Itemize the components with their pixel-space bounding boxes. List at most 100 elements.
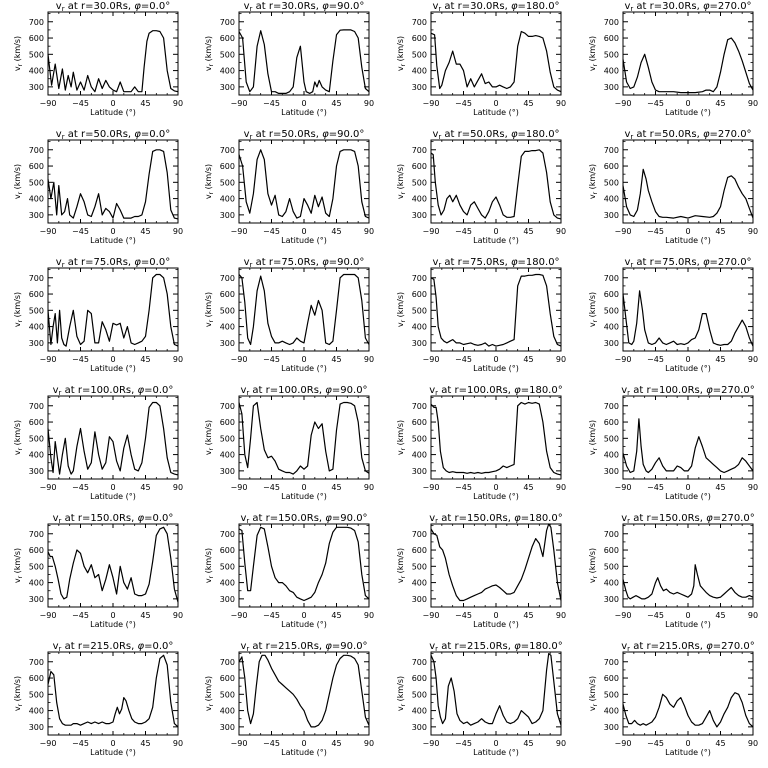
- x-tick-label: 45: [140, 739, 150, 748]
- y-tick-label: 300: [220, 339, 235, 348]
- y-tick-label: 500: [412, 50, 427, 59]
- y-tick-label: 600: [220, 546, 235, 555]
- x-tick-label: 0: [685, 611, 690, 620]
- x-tick-label: 0: [301, 99, 306, 108]
- y-axis-label: vr (km/s): [588, 548, 599, 583]
- x-tick-label: 45: [523, 611, 533, 620]
- y-tick-label: 500: [604, 178, 619, 187]
- panel-r150.0-phi270.0: vr at r=150.0Rs, φ=270.0° −90 −45 0 45 90 300 4…: [588, 513, 758, 629]
- y-tick-label: 400: [220, 707, 235, 716]
- y-tick-label: 600: [29, 674, 44, 683]
- panel-title: vr at r=50.0Rs, φ=270.0°: [624, 129, 751, 141]
- y-tick-label: 300: [29, 339, 44, 348]
- plot-frame: [622, 11, 754, 96]
- x-tick-label: −90: [423, 739, 440, 748]
- y-axis-label: vr (km/s): [588, 420, 599, 455]
- x-axis-label: Latitude (°): [473, 492, 519, 501]
- x-tick-label: 90: [748, 227, 758, 236]
- x-tick-label: −90: [40, 611, 57, 620]
- y-tick-label: 700: [604, 18, 619, 27]
- y-tick-label: 600: [220, 162, 235, 171]
- panel-title: vr at r=75.0Rs, φ=90.0°: [244, 257, 365, 269]
- y-tick-label: 400: [412, 195, 427, 204]
- y-axis-label: vr (km/s): [396, 164, 407, 199]
- x-tick-label: 90: [173, 483, 183, 492]
- x-tick-label: 0: [493, 355, 498, 364]
- x-tick-label: −45: [647, 355, 664, 364]
- series-line: [47, 149, 179, 220]
- x-tick-label: −90: [231, 611, 248, 620]
- x-tick-label: 0: [493, 227, 498, 236]
- y-tick-label: 600: [604, 34, 619, 43]
- panel-title: vr at r=150.0Rs, φ=180.0°: [429, 513, 562, 525]
- y-tick-label: 700: [29, 18, 44, 27]
- y-tick-label: 400: [220, 67, 235, 76]
- y-axis-label: vr (km/s): [204, 420, 215, 455]
- x-axis-label: Latitude (°): [473, 236, 519, 245]
- x-tick-label: −90: [615, 739, 632, 748]
- y-tick-label: 600: [412, 34, 427, 43]
- panel-r75.0-phi90.0: vr at r=75.0Rs, φ=90.0° −90 −45 0 45 90 300 400…: [204, 257, 374, 373]
- x-tick-label: 0: [685, 739, 690, 748]
- series-line: [430, 652, 562, 726]
- x-tick-label: −90: [40, 355, 57, 364]
- y-tick-label: 600: [412, 290, 427, 299]
- series-line: [238, 526, 370, 602]
- y-tick-label: 400: [412, 451, 427, 460]
- y-tick-label: 500: [412, 690, 427, 699]
- x-tick-label: −90: [423, 483, 440, 492]
- x-axis-label: Latitude (°): [473, 364, 519, 373]
- series-line: [430, 30, 562, 93]
- x-tick-label: 90: [748, 355, 758, 364]
- plot-frame: [47, 395, 179, 480]
- x-tick-label: 0: [493, 483, 498, 492]
- plot-frame: [430, 267, 562, 352]
- y-tick-label: 400: [412, 579, 427, 588]
- panel-title: vr at r=75.0Rs, φ=0.0°: [56, 257, 170, 269]
- x-tick-label: −45: [455, 611, 472, 620]
- x-tick-label: −90: [615, 99, 632, 108]
- x-tick-label: −90: [231, 739, 248, 748]
- y-tick-label: 700: [604, 530, 619, 539]
- x-tick-label: 90: [364, 99, 374, 108]
- panel-r100.0-phi0.0: vr at r=100.0Rs, φ=0.0° −90 −45 0 45 90 300 400…: [13, 385, 183, 501]
- y-tick-label: 600: [29, 418, 44, 427]
- y-axis-label: vr (km/s): [13, 164, 24, 199]
- panel-r75.0-phi180.0: vr at r=75.0Rs, φ=180.0° −90 −45 0 45 90 300 40…: [396, 257, 566, 373]
- y-axis-label: vr (km/s): [204, 292, 215, 327]
- y-tick-label: 400: [29, 451, 44, 460]
- plot-frame: [622, 523, 754, 608]
- x-axis-label: Latitude (°): [665, 108, 711, 117]
- x-tick-label: 90: [173, 355, 183, 364]
- y-tick-label: 700: [220, 530, 235, 539]
- y-axis-label: vr (km/s): [396, 292, 407, 327]
- series-line: [47, 654, 179, 728]
- plot-frame: [430, 523, 562, 608]
- y-tick-label: 400: [604, 67, 619, 76]
- panel-title: vr at r=100.0Rs, φ=0.0°: [53, 385, 174, 397]
- y-tick-label: 700: [29, 146, 44, 155]
- y-tick-label: 300: [604, 467, 619, 476]
- series-line: [238, 29, 370, 95]
- x-axis-label: Latitude (°): [665, 236, 711, 245]
- panel-title: vr at r=75.0Rs, φ=270.0°: [624, 257, 751, 269]
- panel-title: vr at r=215.0Rs, φ=180.0°: [429, 641, 562, 653]
- x-tick-label: −45: [647, 99, 664, 108]
- x-tick-label: 45: [715, 611, 725, 620]
- y-tick-label: 400: [604, 579, 619, 588]
- x-tick-label: −90: [615, 227, 632, 236]
- x-axis-label: Latitude (°): [281, 236, 327, 245]
- panel-title: vr at r=215.0Rs, φ=270.0°: [621, 641, 754, 653]
- y-tick-label: 700: [220, 658, 235, 667]
- y-tick-label: 700: [29, 530, 44, 539]
- x-axis-label: Latitude (°): [665, 492, 711, 501]
- y-tick-label: 600: [29, 162, 44, 171]
- x-tick-label: −90: [615, 611, 632, 620]
- series-line: [622, 168, 754, 219]
- panel-r100.0-phi180.0: vr at r=100.0Rs, φ=180.0° −90 −45 0 45 90 300 4…: [396, 385, 566, 501]
- x-axis-label: Latitude (°): [281, 748, 327, 757]
- y-tick-label: 600: [412, 162, 427, 171]
- y-tick-label: 700: [604, 658, 619, 667]
- y-tick-label: 300: [604, 723, 619, 732]
- y-tick-label: 300: [412, 339, 427, 348]
